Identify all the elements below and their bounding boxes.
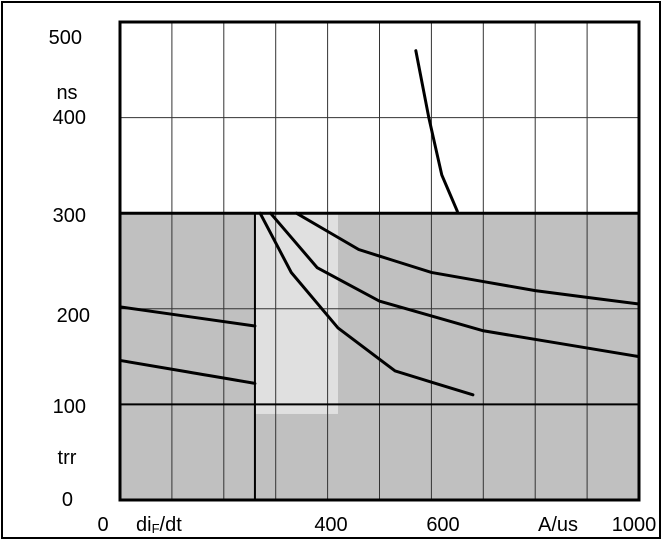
series-line-5 — [269, 211, 641, 359]
y-tick-label-400: 400 — [53, 107, 86, 129]
x-tick-label-400: 400 — [314, 514, 347, 536]
y-tick-label-200: 200 — [57, 305, 90, 327]
x-axis-label-subscript: F — [152, 521, 160, 536]
x-axis-label: diF/dt — [136, 514, 182, 536]
series-line-3 — [414, 49, 459, 213]
plot-area — [118, 20, 641, 502]
x-unit-label: A/us — [538, 514, 578, 536]
plot-frame — [118, 20, 641, 502]
y-unit-label: ns — [56, 82, 77, 104]
series-line-1 — [118, 305, 257, 328]
series-line-4 — [294, 211, 641, 306]
series-line-2 — [118, 358, 257, 385]
y-tick-label-500: 500 — [49, 27, 82, 49]
x-tick-label-1000: 1000 — [612, 514, 657, 536]
y-axis-label: trr — [58, 447, 77, 469]
y-tick-label-300: 300 — [53, 205, 86, 227]
y-tick-label-0: 0 — [62, 489, 73, 511]
series-line-6 — [258, 211, 475, 397]
x-tick-label-600: 600 — [426, 514, 459, 536]
y-tick-label-100: 100 — [53, 396, 86, 418]
x-tick-label-0: 0 — [97, 514, 108, 536]
